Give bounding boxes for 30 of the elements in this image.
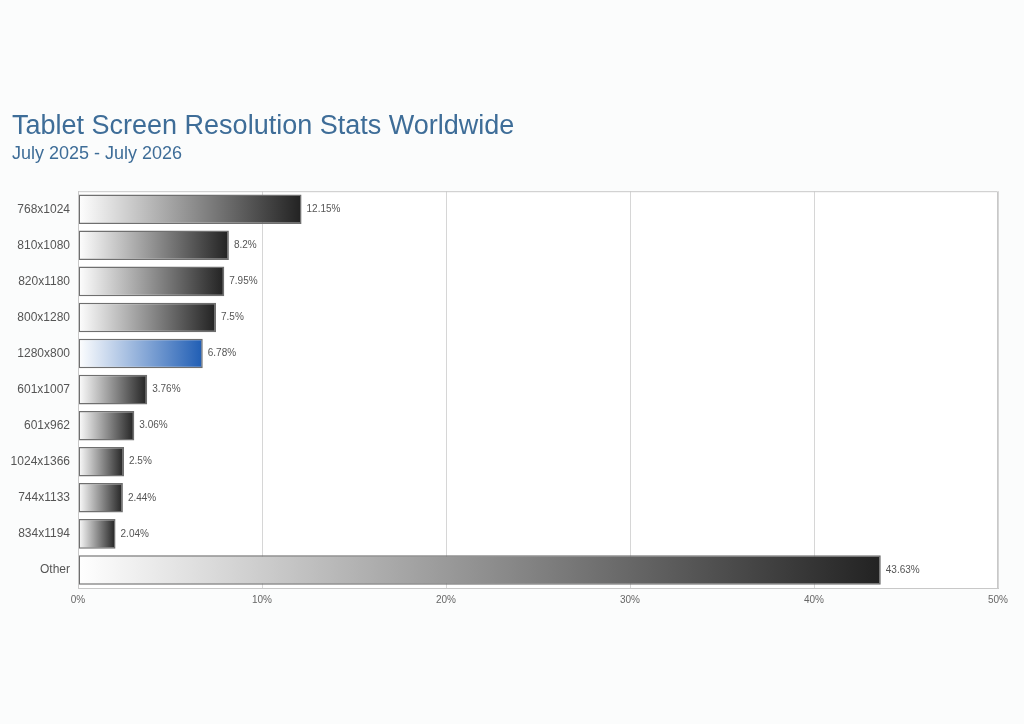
y-tick-label: Other [39,562,70,577]
y-tick-label: 810x1080 [17,237,71,252]
y-tick-label: 768x1024 [17,201,71,216]
x-tick-label: 40% [803,593,825,605]
x-tick-label: 30% [619,593,641,605]
data-label: 3.06% [139,419,168,431]
x-tick-label: 20% [435,593,457,605]
data-label: 12.15% [306,202,341,214]
y-tick-label: 1280x800 [17,345,71,360]
x-tick-label: 0% [70,593,86,605]
y-tick-label: 800x1280 [17,309,71,324]
data-label: 2.44% [127,491,157,503]
y-tick-label: 820x1180 [18,273,71,288]
y-tick-label: 1024x1366 [10,454,71,469]
x-tick-label: 10% [251,593,273,605]
data-label: 7.5% [221,311,244,323]
data-label: 2.5% [129,455,152,467]
data-label: 3.76% [152,383,181,395]
y-tick-label: 834x1194 [18,526,71,541]
y-tick-label: 601x1007 [17,381,71,396]
y-tick-label: 744x1133 [18,490,71,505]
data-label: 8.2% [233,239,257,251]
data-label: 6.78% [207,347,237,359]
x-tick-label: 50% [987,593,1009,605]
chart-title: Tablet Screen Resolution Stats Worldwide [12,109,515,141]
chart-subtitle: July 2025 - July 2026 [12,142,183,164]
data-label: 7.95% [229,275,258,287]
data-label: 43.63% [885,563,920,575]
y-tick-label: 601x962 [23,417,71,432]
data-label: 2.04% [120,527,149,539]
